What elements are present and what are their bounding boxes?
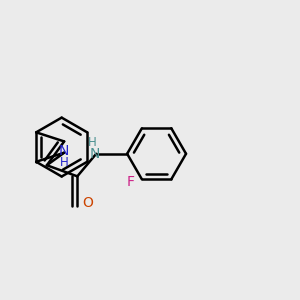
Text: H: H bbox=[60, 157, 68, 169]
Text: F: F bbox=[127, 175, 135, 189]
Text: H: H bbox=[87, 136, 96, 149]
Text: N: N bbox=[59, 144, 69, 158]
Text: O: O bbox=[82, 196, 93, 210]
Text: N: N bbox=[90, 147, 100, 161]
